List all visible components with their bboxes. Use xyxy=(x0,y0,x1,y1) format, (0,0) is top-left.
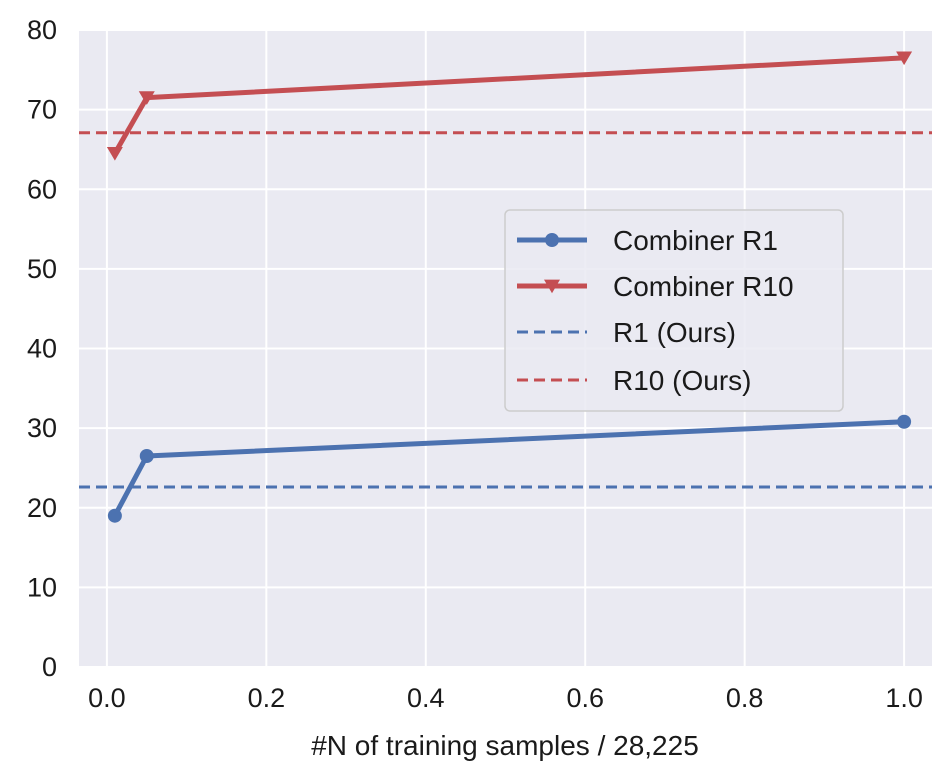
x-tick-label: 0.8 xyxy=(726,683,764,713)
x-axis-label: #N of training samples / 28,225 xyxy=(311,730,699,761)
x-tick-label: 0.6 xyxy=(566,683,604,713)
x-tick-label: 1.0 xyxy=(885,683,923,713)
series-lines xyxy=(106,51,913,523)
data-point xyxy=(138,91,155,105)
legend-marker xyxy=(545,233,559,247)
legend-label: Combiner R10 xyxy=(613,271,794,302)
data-point xyxy=(106,147,123,161)
x-tick-label: 0.4 xyxy=(407,683,445,713)
data-point xyxy=(897,414,912,429)
y-tick-label: 0 xyxy=(42,652,57,682)
legend-marker xyxy=(544,279,560,294)
legend-label: R10 (Ours) xyxy=(613,365,751,396)
legend-label: R1 (Ours) xyxy=(613,317,736,348)
data-point xyxy=(107,508,122,523)
y-tick-label: 70 xyxy=(27,95,57,125)
y-tick-label: 40 xyxy=(27,334,57,364)
y-tick-label: 30 xyxy=(27,413,57,443)
legend-label: Combiner R1 xyxy=(613,225,778,256)
y-tick-label: 10 xyxy=(27,572,57,602)
y-tick-label: 60 xyxy=(27,174,57,204)
x-tick-label: 0.2 xyxy=(248,683,286,713)
y-tick-label: 50 xyxy=(27,254,57,284)
data-point xyxy=(896,51,913,66)
y-axis: 0 10 20 30 40 50 60 70 80 xyxy=(27,15,57,682)
y-tick-label: 20 xyxy=(27,493,57,523)
y-tick-label: 80 xyxy=(27,15,57,45)
x-axis: 0.0 0.2 0.4 0.6 0.8 1.0 xyxy=(88,683,923,713)
data-point xyxy=(139,448,154,463)
legend: Combiner R1 Combiner R10 R1 (Ours) R10 (Our… xyxy=(504,209,844,412)
x-tick-label: 0.0 xyxy=(88,683,126,713)
reference-lines xyxy=(79,131,932,489)
legend-box xyxy=(504,209,844,412)
